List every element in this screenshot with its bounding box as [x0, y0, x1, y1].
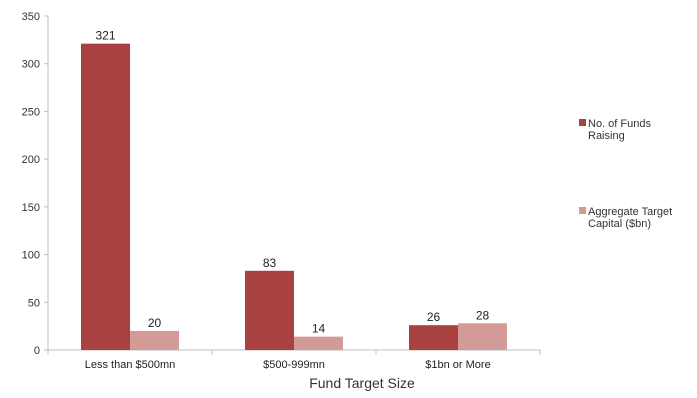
bar-target-capital [458, 323, 507, 350]
bar-data-label: 28 [476, 308, 490, 322]
y-tick-label: 50 [28, 297, 40, 309]
legend-swatch [579, 207, 586, 214]
legend-label: No. of Funds [588, 118, 651, 130]
y-tick-label: 300 [22, 59, 40, 71]
bar-funds-raising [409, 325, 458, 350]
bar-funds-raising [245, 270, 294, 350]
y-tick-label: 250 [22, 106, 40, 118]
y-tick-label: 200 [22, 154, 40, 166]
legend-label: Capital ($bn) [588, 218, 651, 230]
y-tick-label: 100 [22, 250, 40, 262]
y-tick-label: 0 [34, 345, 40, 357]
bar-target-capital [130, 330, 179, 350]
bar-target-capital [294, 336, 343, 350]
legend-swatch [579, 119, 586, 126]
x-axis-title: Fund Target Size [309, 375, 415, 391]
bar-funds-raising [81, 43, 130, 350]
plot-area: 0 50 100 150 200 250 300 350 321 20 Less than $500… [22, 11, 541, 371]
y-tick-label: 350 [22, 11, 40, 23]
bar-data-label: 321 [95, 29, 115, 43]
bar-data-label: 14 [312, 322, 326, 336]
bar-data-label: 83 [263, 256, 277, 270]
bar-data-label: 20 [148, 316, 162, 330]
x-category-label: Less than $500mn [85, 359, 176, 371]
x-category-label: $500-999mn [263, 359, 325, 371]
x-category-label: $1bn or More [425, 359, 490, 371]
legend-label: Raising [588, 130, 625, 142]
bar-data-label: 26 [427, 310, 441, 324]
y-tick-label: 150 [22, 202, 40, 214]
legend-label: Aggregate Target [588, 206, 672, 218]
